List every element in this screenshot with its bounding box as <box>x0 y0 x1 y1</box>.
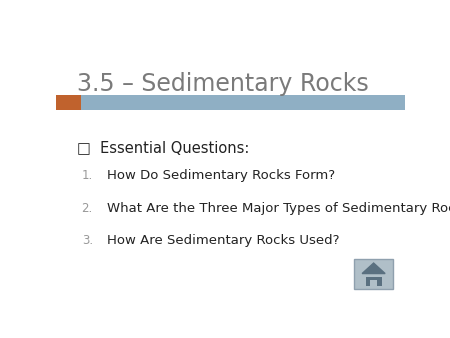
Bar <box>370 280 377 286</box>
Polygon shape <box>362 263 385 273</box>
Bar <box>56 95 81 110</box>
Bar <box>355 259 393 289</box>
Text: How Are Sedimentary Rocks Used?: How Are Sedimentary Rocks Used? <box>107 235 339 247</box>
Bar <box>365 277 382 286</box>
Text: 3.5 – Sedimentary Rocks: 3.5 – Sedimentary Rocks <box>77 72 369 96</box>
Text: 2.: 2. <box>81 202 93 215</box>
Text: 3.: 3. <box>82 235 93 247</box>
Bar <box>81 95 405 110</box>
Text: □  Essential Questions:: □ Essential Questions: <box>77 141 250 156</box>
Text: What Are the Three Major Types of Sedimentary Rocks?: What Are the Three Major Types of Sedime… <box>107 202 450 215</box>
Text: How Do Sedimentary Rocks Form?: How Do Sedimentary Rocks Form? <box>107 169 335 183</box>
Text: 1.: 1. <box>81 169 93 183</box>
